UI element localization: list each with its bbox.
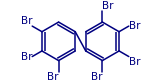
Text: Br: Br <box>47 72 59 82</box>
Text: Br: Br <box>21 52 32 62</box>
Text: Br: Br <box>91 72 102 82</box>
Text: Br: Br <box>129 57 140 67</box>
Text: Br: Br <box>129 21 140 31</box>
Text: Br: Br <box>102 1 114 11</box>
Text: Br: Br <box>21 16 32 26</box>
